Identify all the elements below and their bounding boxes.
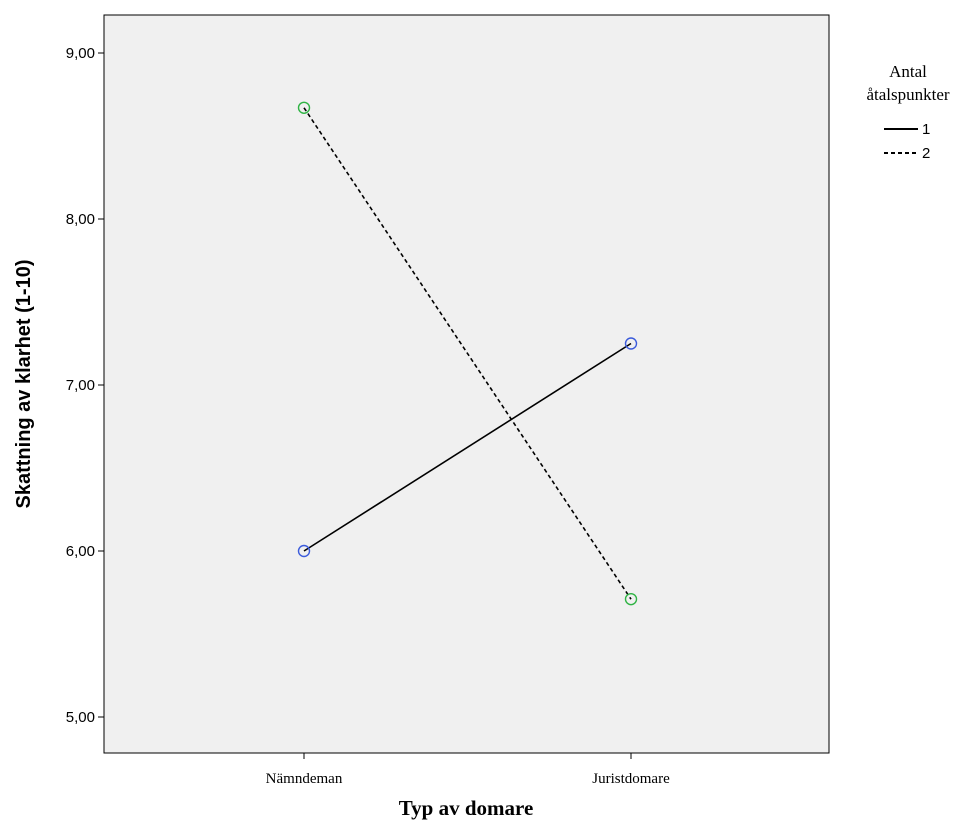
y-tick-label: 8,00 xyxy=(66,211,95,228)
legend-title-line2: åtalspunkter xyxy=(866,85,949,104)
x-axis: Nämndeman Juristdomare xyxy=(266,753,670,787)
y-axis-title: Skattning av klarhet (1-10) xyxy=(13,260,35,509)
y-tick-label: 5,00 xyxy=(66,709,95,726)
plot-area xyxy=(103,14,830,754)
y-tick-label: 6,00 xyxy=(66,543,95,560)
legend-label-1: 1 xyxy=(922,121,930,138)
series-2-point xyxy=(624,592,638,606)
series-layer xyxy=(297,101,638,606)
legend: Antal åtalspunkter 12 xyxy=(866,62,949,162)
legend-items: 12 xyxy=(884,121,930,162)
y-axis: 5,00 6,00 7,00 8,00 9,00 xyxy=(66,45,104,726)
y-tick-label: 9,00 xyxy=(66,45,95,62)
series-line-1 xyxy=(303,342,632,552)
x-tick-label: Juristdomare xyxy=(592,771,670,787)
series-1-point xyxy=(624,337,638,350)
series-1-point xyxy=(297,544,311,558)
legend-label-2: 2 xyxy=(922,145,930,162)
x-tick-label: Nämndeman xyxy=(266,771,343,787)
y-tick-label: 7,00 xyxy=(66,377,95,394)
series-line-2 xyxy=(303,107,632,600)
x-axis-title: Typ av domare xyxy=(399,796,534,820)
legend-title-line1: Antal xyxy=(889,62,927,81)
series-2-point xyxy=(297,101,311,114)
